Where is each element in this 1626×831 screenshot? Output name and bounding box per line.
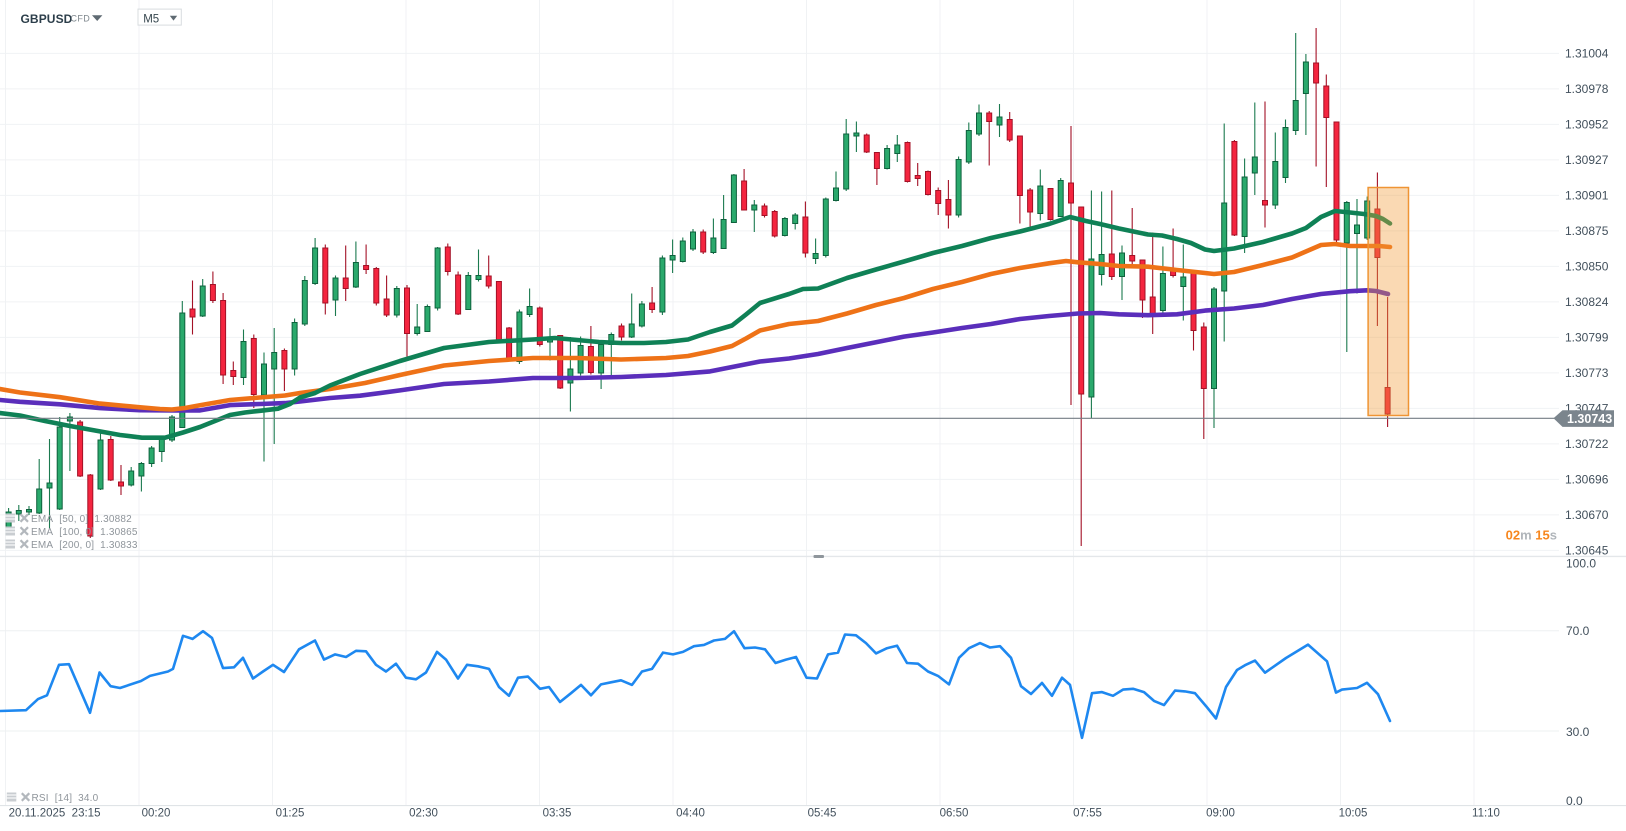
svg-text:1.30978: 1.30978 [1565,82,1609,96]
svg-text:1.30670: 1.30670 [1565,508,1609,522]
svg-text:1.30722: 1.30722 [1565,437,1609,451]
svg-text:11:10: 11:10 [1472,808,1500,820]
svg-text:100.0: 100.0 [1566,557,1596,571]
svg-text:1.30645: 1.30645 [1565,544,1609,558]
svg-text:1.30927: 1.30927 [1565,153,1609,167]
svg-text:1.30824: 1.30824 [1565,295,1609,309]
svg-text:1.30773: 1.30773 [1565,366,1609,380]
svg-text:00:20: 00:20 [142,808,171,820]
svg-text:09:00: 09:00 [1206,808,1235,820]
svg-text:70.0: 70.0 [1566,624,1590,638]
svg-text:EMA [100, 0] 1.30865: EMA [100, 0] 1.30865 [31,527,138,538]
svg-text:10:05: 10:05 [1339,808,1368,820]
svg-text:EMA [200, 0] 1.30833: EMA [200, 0] 1.30833 [31,540,138,551]
svg-text:GBPUSD: GBPUSD [21,12,73,26]
svg-text:0.0: 0.0 [1566,794,1583,808]
svg-text:04:40: 04:40 [676,808,705,820]
svg-text:01:25: 01:25 [276,808,305,820]
svg-text:05:45: 05:45 [808,808,837,820]
svg-text:1.30952: 1.30952 [1565,118,1609,132]
svg-text:RSI [14] 34.0: RSI [14] 34.0 [32,793,99,804]
svg-text:1.30799: 1.30799 [1565,331,1609,345]
svg-text:07:55: 07:55 [1073,808,1102,820]
svg-text:CFD: CFD [71,14,91,24]
svg-text:03:35: 03:35 [543,808,572,820]
svg-text:1.30743: 1.30743 [1567,412,1612,426]
svg-text:30.0: 30.0 [1566,725,1590,739]
svg-text:20.11.2025 23:15: 20.11.2025 23:15 [9,808,101,820]
svg-text:02m 15s: 02m 15s [1506,528,1557,543]
svg-text:1.30850: 1.30850 [1565,260,1609,274]
svg-text:EMA [50, 0] 1.30882: EMA [50, 0] 1.30882 [31,514,132,525]
svg-text:1.30696: 1.30696 [1565,473,1609,487]
svg-text:1.31004: 1.31004 [1565,47,1609,61]
svg-text:06:50: 06:50 [940,808,969,820]
svg-text:1.30875: 1.30875 [1565,224,1609,238]
svg-text:1.30901: 1.30901 [1565,189,1609,203]
svg-text:M5: M5 [143,13,159,25]
svg-text:02:30: 02:30 [409,808,438,820]
